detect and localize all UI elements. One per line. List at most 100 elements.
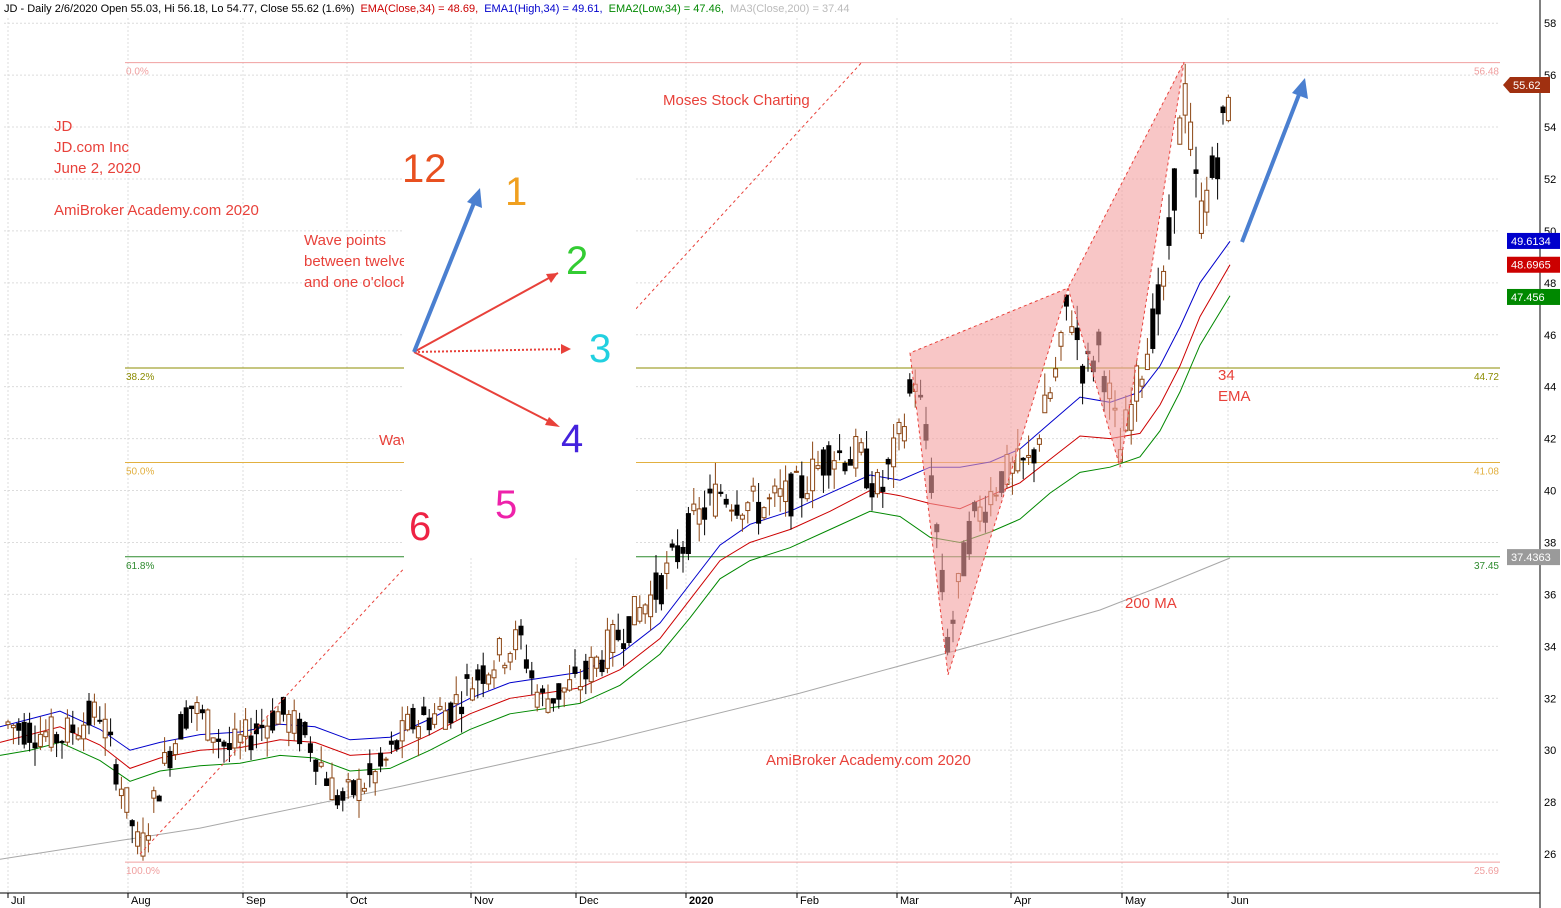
- candle-body: [1204, 189, 1210, 213]
- fib-price-label: 41.08: [1474, 467, 1499, 478]
- candle-body: [626, 616, 632, 643]
- candle-body: [507, 653, 513, 663]
- candle-body: [5, 721, 11, 726]
- candle-body: [788, 473, 794, 517]
- x-tick-label: Mar: [900, 895, 919, 907]
- candle-body: [345, 779, 351, 783]
- candle-body: [1069, 326, 1075, 333]
- candle-body: [777, 488, 783, 497]
- candle-body: [891, 437, 897, 468]
- candle-body: [372, 771, 378, 784]
- date-label: June 2, 2020: [54, 160, 141, 177]
- candle-body: [885, 458, 891, 465]
- candle-body: [1161, 270, 1167, 287]
- arrow-to-4-icon: [413, 351, 557, 426]
- candle-body: [259, 724, 265, 729]
- candle-body: [1225, 96, 1231, 122]
- candle-body: [702, 507, 708, 520]
- time-axis: Jul Aug Sep Oct Nov Dec 2020 Feb Mar Apr May Jun: [0, 892, 1540, 907]
- candle-body: [664, 562, 670, 574]
- ema-low-line: [0, 295, 1231, 782]
- candle-body: [486, 674, 492, 685]
- x-tick-label: Oct: [350, 895, 367, 907]
- wave-clock-diagram: 12 1 2 3 4 5 6: [402, 128, 636, 558]
- price-badge: 47.456: [1507, 288, 1560, 305]
- candle-body: [167, 750, 173, 769]
- candle-body: [480, 665, 486, 684]
- chart-header: JD - Daily 2/6/2020 Open 55.03, Hi 56.18…: [4, 3, 849, 15]
- candle-body: [275, 711, 281, 725]
- fib-price-label: 44.72: [1474, 372, 1499, 383]
- wave-note-line-1: Wave points: [304, 232, 386, 249]
- candle-body: [761, 507, 767, 519]
- candle-body: [54, 734, 60, 744]
- ma200-label: 200 MA: [1125, 595, 1177, 612]
- candle-body: [216, 738, 222, 742]
- candle-body: [572, 666, 578, 674]
- candle-body: [448, 702, 454, 724]
- candle-body: [129, 820, 135, 827]
- candle-body: [583, 660, 589, 680]
- candle-body: [1193, 169, 1199, 174]
- candle-body: [729, 509, 735, 512]
- candle-body: [604, 629, 610, 669]
- fib-pct-label: 0.0%: [126, 67, 149, 78]
- candle-body: [1080, 365, 1086, 384]
- arrow-to-3-icon: [413, 348, 567, 353]
- y-tick-label: 38: [1544, 537, 1556, 549]
- clock-1: 1: [505, 170, 527, 214]
- candle-body: [189, 705, 195, 710]
- candle-body: [21, 721, 27, 745]
- moses-label: Moses Stock Charting: [663, 92, 810, 109]
- site-label: AmiBroker Academy.com 2020: [54, 202, 259, 219]
- candle-body: [1177, 117, 1183, 145]
- candle-body: [502, 664, 508, 669]
- candle-body: [324, 778, 330, 786]
- candle-body: [226, 743, 232, 751]
- candle-body: [415, 726, 421, 739]
- x-tick-label: May: [1125, 895, 1146, 907]
- candle-body: [772, 485, 778, 494]
- candle-body: [145, 835, 151, 841]
- candle-body: [680, 546, 686, 554]
- y-tick-label: 58: [1544, 18, 1556, 30]
- candle-body: [864, 448, 870, 489]
- candle-body: [313, 759, 319, 772]
- y-tick-label: 34: [1544, 641, 1556, 653]
- candle-body: [518, 625, 524, 636]
- candle-body: [1171, 168, 1177, 211]
- x-tick-label: Feb: [800, 895, 819, 907]
- clock-4: 4: [561, 417, 583, 461]
- svg-text:49.6134: 49.6134: [1511, 236, 1551, 248]
- candle-body: [183, 707, 189, 729]
- price-badge: 37.4363: [1507, 549, 1560, 566]
- candle-body: [491, 669, 497, 679]
- candle-body: [496, 638, 502, 656]
- pattern-triangle-xab: [909, 287, 1069, 676]
- candle-body: [388, 740, 394, 745]
- candle-body: [469, 688, 475, 701]
- candle-body: [383, 758, 389, 761]
- candle-body: [1128, 403, 1134, 431]
- footer-site-label: AmiBroker Academy.com 2020: [766, 752, 971, 769]
- harmonic-pattern: [909, 61, 1185, 676]
- candle-body: [685, 513, 691, 555]
- candle-body: [896, 421, 902, 435]
- candle-body: [669, 543, 675, 548]
- candle-body: [723, 498, 729, 505]
- candle-body: [437, 705, 443, 710]
- candle-body: [91, 701, 97, 718]
- candle-body: [102, 718, 108, 739]
- candle-body: [37, 733, 43, 747]
- candle-body: [286, 713, 292, 733]
- candle-body: [32, 742, 38, 749]
- candle-body: [97, 719, 103, 722]
- candle-body: [1134, 365, 1140, 402]
- y-tick-label: 30: [1544, 745, 1556, 757]
- candle-body: [367, 763, 373, 776]
- candle-body: [691, 503, 697, 512]
- y-tick-label: 46: [1544, 330, 1556, 342]
- candle-body: [199, 709, 205, 714]
- candle-body: [1020, 457, 1026, 461]
- candle-body: [86, 700, 92, 726]
